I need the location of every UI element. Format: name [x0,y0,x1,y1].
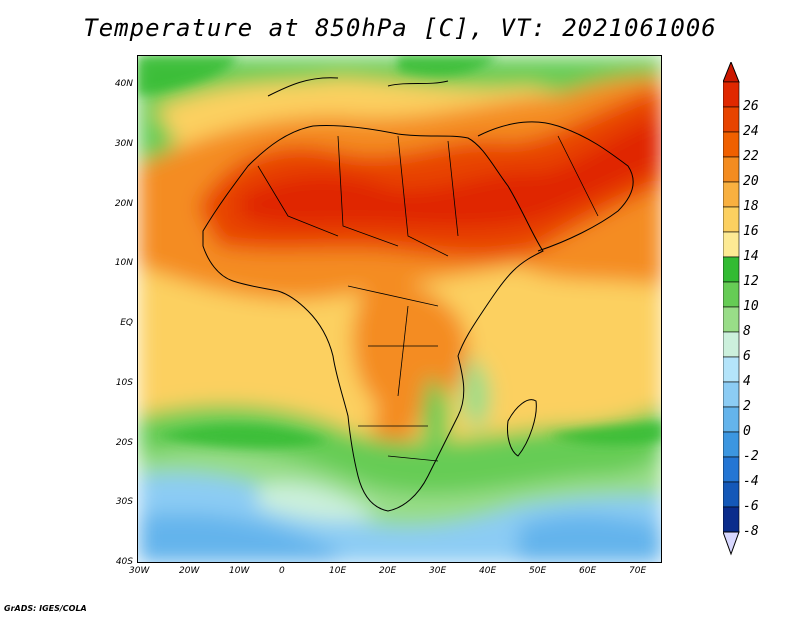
colorbar-label: 14 [743,249,759,264]
colorbar-bottom-arrow [723,531,740,556]
colorbar-segment [723,206,740,233]
x-tick-label: 40E [479,566,497,576]
colorbar-segment [723,331,740,358]
x-tick-label: 50E [529,566,547,576]
x-tick-label: 30W [129,566,150,576]
colorbar-label: 12 [743,274,759,289]
colorbar-label: 8 [743,324,751,339]
x-tick-label: 10W [229,566,250,576]
country-borders [257,135,599,462]
colorbar [723,62,740,556]
colorbar-segment [723,106,740,133]
colorbar-segment [723,506,740,533]
temperature-field-detail [138,56,661,448]
colorbar-label: 26 [743,99,759,114]
colorbar-label: 16 [743,224,759,239]
colorbar-label: 18 [743,199,759,214]
y-tick-label: 30N [114,138,133,149]
y-tick-label: 10S [115,377,133,388]
y-tick-label: EQ [120,318,133,328]
colorbar-segment [723,481,740,508]
x-tick-label: 0 [279,566,285,576]
colorbar-segment [723,131,740,158]
colorbar-label: -6 [743,499,759,514]
colorbar-segment [723,456,740,483]
colorbar-label: 0 [743,424,751,439]
colorbar-segment [723,356,740,383]
x-tick-label: 30E [429,566,447,576]
y-tick-label: 20S [115,437,133,448]
colorbar-label: 4 [743,374,751,389]
temperature-field [138,56,661,562]
colorbar-label: 10 [743,299,759,314]
colorbar-segment [723,81,740,108]
colorbar-label: 24 [743,124,759,139]
colorbar-segment [723,156,740,183]
coastlines [202,77,634,512]
colorbar-label: 22 [743,149,759,164]
y-tick-label: 20N [114,198,133,209]
colorbar-segment [723,381,740,408]
colorbar-label: 20 [743,174,759,189]
y-tick-label: 40S [115,557,133,567]
colorbar-top-arrow [723,62,740,83]
colorbar-label: -2 [743,449,759,464]
x-tick-label: 60E [579,566,597,576]
colorbar-segment [723,281,740,308]
colorbar-label: 6 [743,349,751,364]
colorbar-segment [723,231,740,258]
x-tick-label: 20E [379,566,397,576]
credit-text: GrADS: IGES/COLA [4,604,87,613]
y-tick-label: 10N [114,258,133,269]
x-tick-label: 70E [629,566,647,576]
colorbar-segment [723,256,740,283]
colorbar-label: 2 [743,399,751,414]
colorbar-segment [723,181,740,208]
x-tick-label: 10E [329,566,347,576]
colorbar-segment [723,406,740,433]
x-tick-label: 20W [179,566,200,576]
y-tick-label: 30S [115,497,133,508]
temperature-map [137,55,662,563]
y-tick-label: 40N [114,79,133,89]
colorbar-label: -8 [743,524,759,539]
chart-title: Temperature at 850hPa [C], VT: 202106100… [83,14,717,42]
colorbar-segment [723,431,740,458]
colorbar-label: -4 [743,474,759,489]
colorbar-segment [723,306,740,333]
